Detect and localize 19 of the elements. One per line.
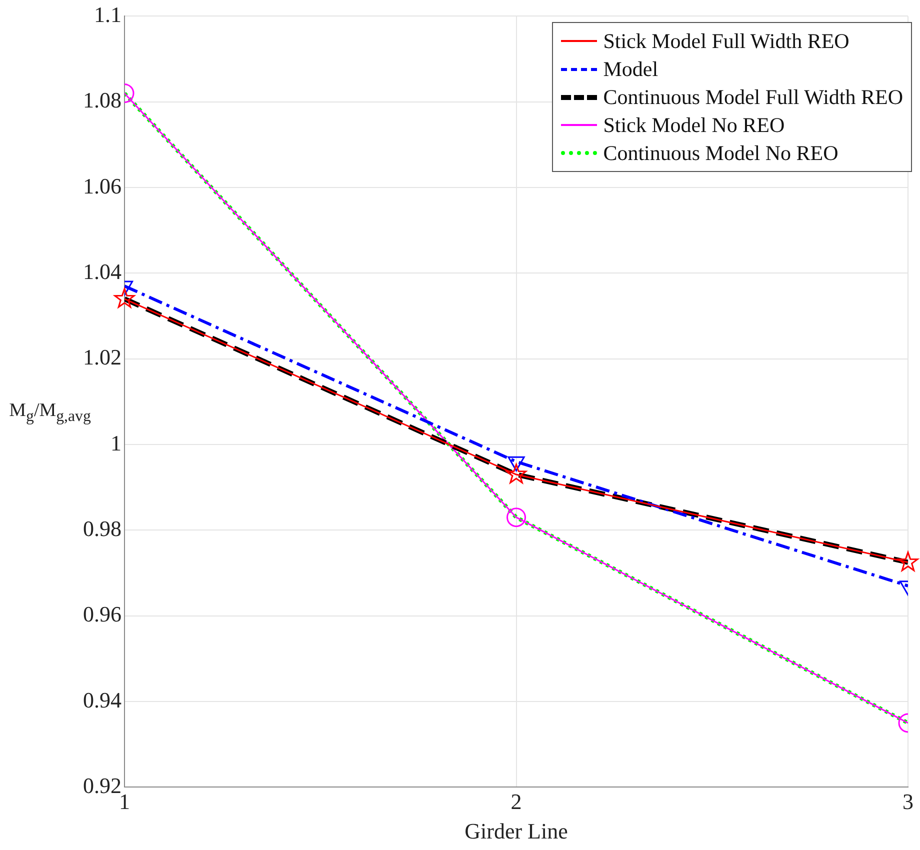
legend-label: Continuous Model Full Width REO bbox=[603, 84, 903, 110]
legend-label: Continuous Model No REO bbox=[603, 140, 838, 166]
legend-label: Stick Model Full Width REO bbox=[603, 28, 850, 54]
y-tick-label: 1.1 bbox=[94, 2, 122, 27]
x-axis-title: Girder Line bbox=[464, 818, 568, 844]
y-axis-title: M$_{g}$/M$_{g,avg}$ bbox=[8, 400, 92, 426]
y-tick-label: 1.02 bbox=[83, 344, 122, 370]
y-tick-label: 1.04 bbox=[83, 258, 122, 284]
y-tick-label: 0.94 bbox=[83, 687, 122, 712]
y-tick-label: 0.92 bbox=[83, 772, 122, 798]
y-tick-label: 0.98 bbox=[83, 516, 122, 541]
y-tick-label: 1.08 bbox=[83, 88, 122, 113]
x-tick-label: 3 bbox=[902, 789, 914, 814]
x-tick-label: 2 bbox=[510, 789, 522, 814]
y-tick-label: 0.96 bbox=[83, 602, 122, 627]
y-tick-label: 1 bbox=[110, 430, 122, 456]
y-tick-label: 1.06 bbox=[83, 173, 122, 198]
legend-label: Model bbox=[603, 56, 658, 82]
legend-label: Stick Model No REO bbox=[603, 112, 785, 138]
